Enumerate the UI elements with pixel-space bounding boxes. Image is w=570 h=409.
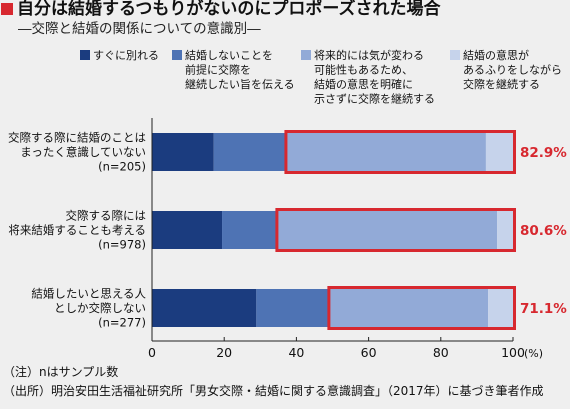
category-label: 交際する際に結婚のことは (8, 131, 146, 145)
footnote-note: （注）nはサンプル数 (3, 365, 119, 379)
legend-label: 継続したい旨を伝える (185, 77, 295, 91)
footnote-source: （出所）明治安田生活福祉研究所「男女交際・結婚に関する意識調査」（2017年）に… (3, 384, 544, 398)
x-tick-label: 100 (501, 345, 525, 360)
bar-segment-2-row-1 (213, 133, 286, 171)
legend: すぐに別れる 結婚しないことを前提に交際を継続したい旨を伝える将来的には気が変わる… (80, 48, 562, 106)
bar-segment-1-row-3 (152, 289, 257, 327)
legend-label: 前提に交際を (185, 63, 251, 77)
legend-swatch (301, 50, 311, 60)
x-tick-label: 40 (288, 345, 304, 360)
bar-segment-3-row-3 (328, 289, 489, 327)
title-marker (1, 3, 13, 15)
x-axis: 0 20 40 60 80 100 (%) (148, 118, 543, 360)
legend-label: 結婚の意思を明確に (314, 77, 413, 91)
bar-segment-4-row-1 (485, 133, 513, 171)
legend-swatch (172, 50, 182, 60)
x-axis-unit: (%) (524, 347, 543, 360)
footnotes: （注）nはサンプル数 （出所）明治安田生活福祉研究所「男女交際・結婚に関する意識… (3, 363, 544, 401)
legend-label: 交際を継続する (463, 77, 540, 91)
legend-label: 結婚の意思が (463, 48, 529, 62)
highlight-box (275, 208, 516, 252)
x-tick-label: 0 (148, 345, 156, 360)
chart-subtitle: ―交際と結婚の関係についての意識別― (18, 21, 261, 37)
legend-swatch (450, 50, 460, 60)
category-sample-size: (n=978) (98, 238, 146, 252)
highlight-box (327, 286, 517, 330)
legend-label: 将来的には気が変わる (314, 48, 424, 62)
highlight-percent-label: 82.9% (520, 145, 567, 161)
category-label: としか交際しない (54, 301, 146, 315)
legend-swatch (80, 50, 90, 60)
bar-segment-4-row-3 (488, 289, 513, 327)
category-sample-size: (n=277) (98, 316, 146, 330)
category-label: 将来結婚することも考える (8, 223, 146, 237)
bar-segment-2-row-2 (222, 211, 277, 249)
legend-label: すぐに別れる (93, 49, 159, 62)
highlight-percent-label: 80.6% (520, 223, 567, 239)
legend-label: 示さずに交際を継続する (314, 92, 435, 106)
bar-segment-2-row-3 (256, 289, 329, 327)
bar-segment-3-row-1 (285, 133, 486, 171)
legend-label: 結婚しないことを (185, 48, 273, 62)
x-tick-label: 20 (216, 345, 232, 360)
legend-label: 可能性もあるため、 (314, 63, 413, 77)
category-sample-size: (n=205) (98, 160, 146, 174)
category-label: まったく意識していない (20, 145, 146, 159)
category-label: 交際する際には (66, 209, 147, 223)
legend-label: あるふりをしながら (463, 63, 562, 77)
chart-title: 自分は結婚するつもりがないのにプロポーズされた場合 (17, 0, 441, 19)
legend-item: すぐに別れる (80, 49, 159, 62)
bar-segment-1-row-1 (152, 133, 214, 171)
bar-segment-1-row-2 (152, 211, 223, 249)
bar-segment-3-row-2 (276, 211, 498, 249)
x-tick-label: 80 (433, 345, 449, 360)
highlight-percent-label: 71.1% (520, 301, 567, 317)
highlight-box (284, 130, 516, 174)
bar-segment-4-row-2 (497, 211, 513, 249)
category-label: 結婚したいと思える人 (31, 287, 146, 301)
x-tick-label: 60 (361, 345, 377, 360)
